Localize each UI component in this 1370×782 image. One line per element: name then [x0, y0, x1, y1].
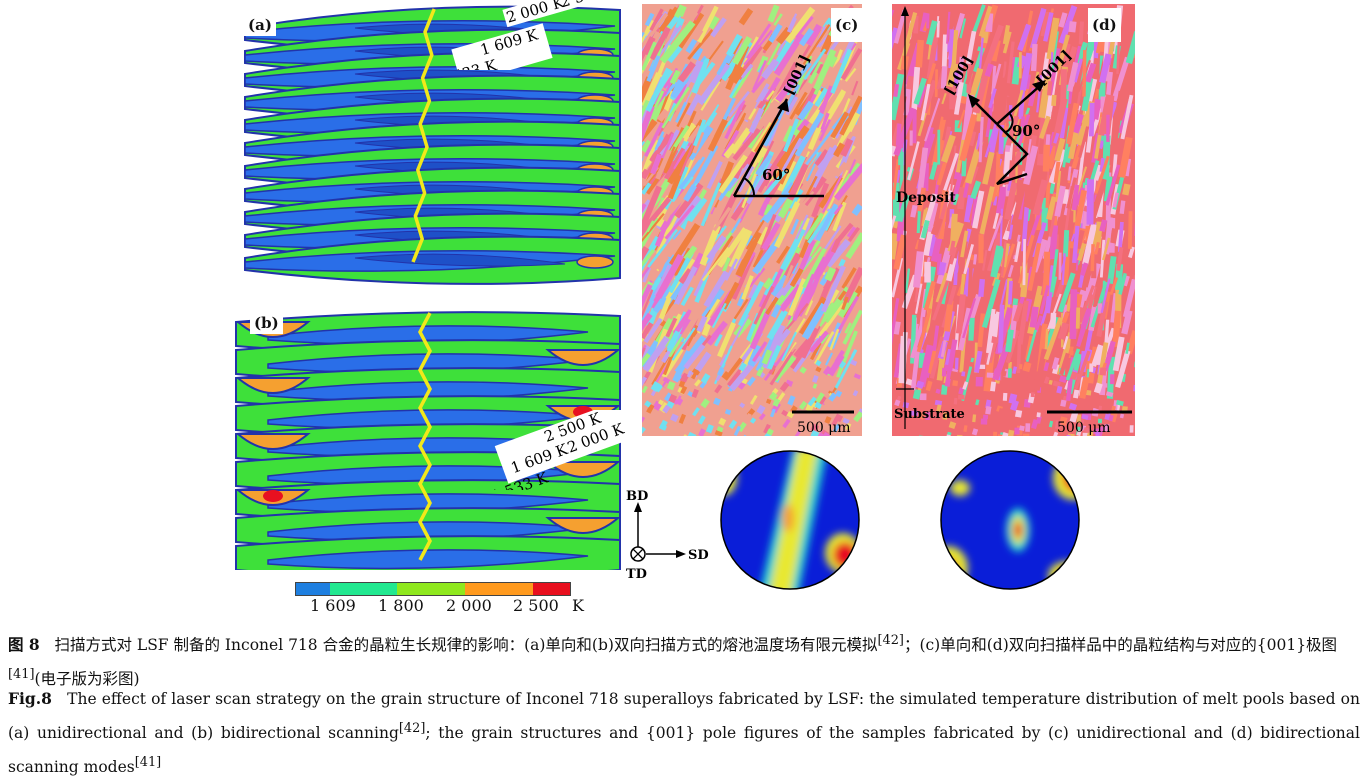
direction-arrow-001	[997, 84, 1042, 124]
bd-label: BD	[626, 489, 648, 504]
panel-b-label: (b)	[250, 312, 283, 334]
angle-label: 60°	[762, 166, 790, 184]
colorbar-unit: K	[572, 596, 584, 615]
caption-label-en: Fig.8	[8, 689, 52, 708]
substrate-label: Substrate	[894, 407, 965, 422]
scale-bar-label: 500 μm	[797, 420, 851, 436]
isotherm-2000: 2 000 K	[504, 0, 566, 27]
pole-figure-c	[718, 448, 863, 593]
colorbar-tick: 2 500	[513, 596, 559, 615]
panel-a-isotherm-labels: 2 000 K 2 500 K 1 609 K 1 533 K	[420, 0, 630, 70]
angle-label: 90°	[1012, 122, 1040, 140]
caption-label-cn: 图 8	[8, 635, 40, 654]
caption-text-cn: 扫描方式对 LSF 制备的 Inconel 718 合金的晶粒生长规律的影响：(…	[54, 636, 877, 654]
citation: [41]	[8, 667, 35, 682]
figure-caption-english: Fig.8 The effect of laser scan strategy …	[8, 684, 1360, 782]
citation: [42]	[399, 721, 426, 736]
sd-label: SD	[688, 548, 709, 563]
colorbar-tick: 2 000	[446, 596, 492, 615]
colorbar-segment	[465, 583, 533, 595]
scale-bar-label: 500 μm	[1057, 420, 1111, 436]
colorbar-segment	[330, 583, 398, 595]
panel-c-annotations: 60° [001] 500 μm	[642, 4, 862, 436]
panel-a-label: (a)	[244, 14, 276, 36]
colorbar-tick: 1 800	[378, 596, 424, 615]
direction-label-100: [100]	[942, 53, 977, 98]
citation: [41]	[135, 755, 162, 770]
colorbar-segment	[533, 583, 570, 595]
colorbar-ticks: 1 609 1 800 2 000 2 500 K	[310, 596, 610, 616]
caption-text-cn-2: ；(c)单向和(d)双向扫描样品中的晶粒结构与对应的{001}极图	[904, 636, 1337, 654]
temperature-colorbar	[295, 582, 571, 596]
direction-label: [001]	[781, 52, 813, 97]
sample-axes-legend: BD SD TD	[620, 488, 720, 583]
pole-figure-d	[938, 448, 1083, 593]
deposit-label: Deposit	[896, 190, 956, 206]
direction-label-001: [001]	[1034, 47, 1075, 88]
citation: [42]	[877, 633, 904, 648]
colorbar-segment	[296, 583, 330, 595]
colorbar-segment	[397, 583, 465, 595]
colorbar-tick: 1 609	[310, 596, 356, 615]
panel-b-isotherm-labels: 2 500 K 1 609 K 2 000 K 1 533 K	[480, 410, 640, 490]
isotherm-2500: 2 500 K	[558, 0, 620, 11]
td-label: TD	[626, 567, 647, 582]
panel-d-annotations: Deposit Substrate 90° [100] [001] 500 μm	[892, 4, 1135, 436]
